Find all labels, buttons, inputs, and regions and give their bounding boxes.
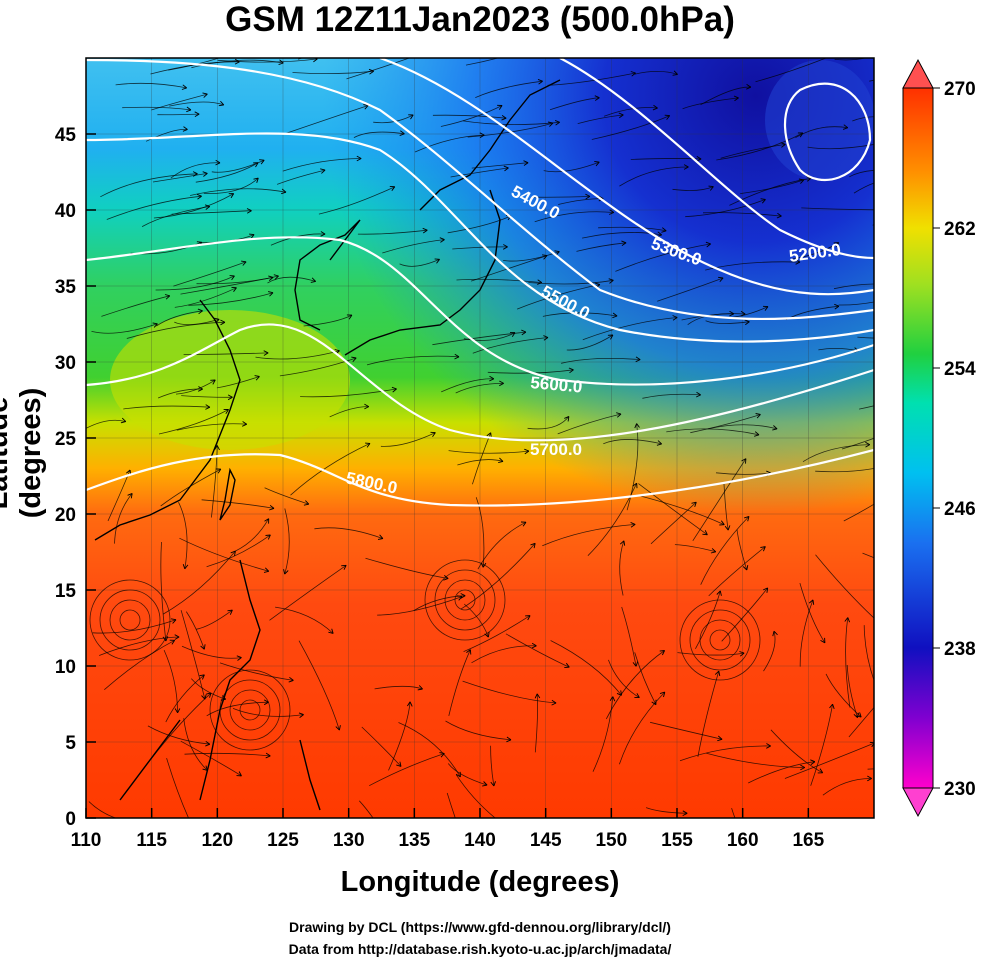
x-tick-label: 165	[792, 830, 824, 851]
x-tick-label: 125	[267, 830, 299, 851]
x-tick-label: 120	[201, 830, 233, 851]
y-tick-label: 0	[65, 809, 76, 830]
colorbar-tick-label: 230	[944, 779, 976, 800]
colorbar-max-arrow	[902, 58, 934, 89]
x-tick-label: 110	[71, 830, 102, 851]
colorbar-tick-label: 246	[944, 499, 976, 520]
x-axis: 110 115 120 125 130 135 140 145 150 155 160 165	[71, 808, 825, 851]
colorbar: 270 262 254 246 238 230	[902, 58, 976, 818]
x-tick-label: 135	[398, 830, 430, 851]
y-tick-label: 20	[55, 505, 76, 526]
y-axis-label: Latitude (degrees)	[0, 387, 47, 519]
x-axis-label: Longitude (degrees)	[340, 866, 620, 898]
colorbar-tick-label: 270	[944, 79, 976, 100]
graticule	[86, 58, 874, 818]
y-tick-label: 35	[55, 277, 77, 298]
contour-label-5700: 5700.0	[530, 440, 582, 459]
y-tick-label: 10	[55, 657, 76, 678]
x-tick-label: 115	[136, 830, 167, 851]
colorbar-tick-label: 262	[944, 219, 976, 240]
height-contours	[86, 58, 874, 507]
map-title: GSM 12Z11Jan2023 (500.0hPa)	[225, 0, 735, 39]
x-tick-label: 155	[661, 830, 693, 851]
y-tick-label: 45	[55, 125, 77, 146]
credit-drawing: Drawing by DCL (https://www.gfd-dennou.o…	[289, 919, 671, 935]
x-tick-label: 160	[727, 830, 759, 851]
credit-data: Data from http://database.rish.kyoto-u.a…	[288, 941, 672, 957]
colorbar-tick-label: 254	[944, 359, 976, 380]
y-tick-label: 5	[65, 733, 76, 754]
contour-label-5600: 5600.0	[530, 373, 583, 396]
y-axis: 0 5 10 15 20 25 30 35 40 45	[55, 125, 96, 830]
x-tick-label: 140	[464, 830, 496, 851]
x-tick-label: 145	[530, 830, 562, 851]
y-tick-label: 40	[55, 201, 76, 222]
colorbar-tick-label: 238	[944, 639, 976, 660]
y-tick-label: 30	[55, 353, 76, 374]
x-tick-label: 150	[595, 830, 627, 851]
colorbar-min-arrow	[902, 787, 934, 818]
coastlines	[94, 79, 561, 811]
x-tick-label: 130	[333, 830, 365, 851]
y-tick-label: 15	[55, 581, 77, 602]
y-tick-label: 25	[55, 429, 77, 450]
